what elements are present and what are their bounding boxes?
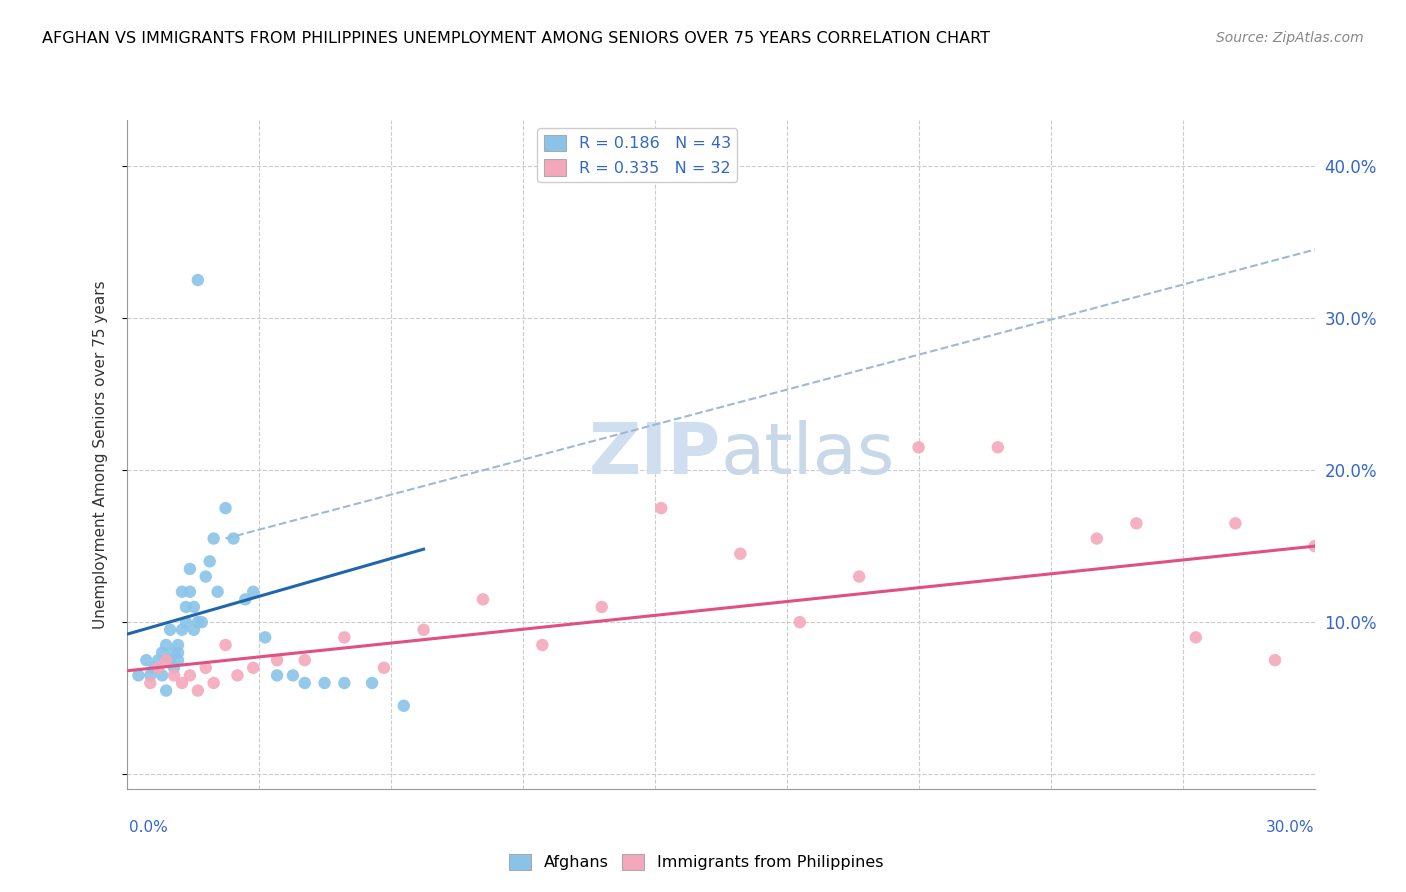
Point xyxy=(135,653,157,667)
Point xyxy=(730,547,752,561)
Point xyxy=(150,668,173,682)
Point xyxy=(1264,653,1286,667)
Point xyxy=(333,676,356,690)
Point xyxy=(155,653,177,667)
Point xyxy=(187,615,209,630)
Point xyxy=(294,676,316,690)
Point xyxy=(591,599,613,614)
Text: 30.0%: 30.0% xyxy=(1267,821,1315,835)
Point xyxy=(127,668,149,682)
Point xyxy=(1225,516,1247,531)
Point xyxy=(167,646,190,660)
Point xyxy=(194,569,217,583)
Point xyxy=(187,683,209,698)
Point xyxy=(531,638,554,652)
Point xyxy=(179,668,201,682)
Text: Source: ZipAtlas.com: Source: ZipAtlas.com xyxy=(1216,31,1364,45)
Point xyxy=(174,615,197,630)
Point xyxy=(170,584,193,599)
Point xyxy=(155,638,177,652)
Text: 0.0%: 0.0% xyxy=(129,821,169,835)
Point xyxy=(1184,631,1206,645)
Legend: Afghans, Immigrants from Philippines: Afghans, Immigrants from Philippines xyxy=(502,847,890,877)
Point xyxy=(150,646,173,660)
Point xyxy=(179,584,201,599)
Point xyxy=(202,676,225,690)
Point xyxy=(1085,532,1108,546)
Point xyxy=(242,584,264,599)
Point xyxy=(148,653,170,667)
Point xyxy=(139,668,162,682)
Point xyxy=(170,676,193,690)
Point xyxy=(281,668,304,682)
Point xyxy=(789,615,811,630)
Point xyxy=(202,532,225,546)
Point xyxy=(907,440,929,454)
Point xyxy=(214,638,236,652)
Point xyxy=(163,668,186,682)
Point xyxy=(392,698,415,713)
Point xyxy=(266,668,288,682)
Point xyxy=(848,569,870,583)
Y-axis label: Unemployment Among Seniors over 75 years: Unemployment Among Seniors over 75 years xyxy=(93,281,108,629)
Point xyxy=(1303,539,1326,553)
Point xyxy=(987,440,1010,454)
Point xyxy=(183,599,205,614)
Point xyxy=(650,501,672,516)
Point xyxy=(207,584,229,599)
Point xyxy=(159,623,181,637)
Point xyxy=(163,646,186,660)
Point xyxy=(167,638,190,652)
Point xyxy=(373,661,395,675)
Point xyxy=(198,554,221,568)
Point xyxy=(361,676,384,690)
Point xyxy=(179,562,201,576)
Point xyxy=(148,661,170,675)
Point xyxy=(191,615,214,630)
Point xyxy=(167,653,190,667)
Point xyxy=(155,683,177,698)
Point xyxy=(226,668,249,682)
Point xyxy=(183,623,205,637)
Point xyxy=(314,676,336,690)
Point xyxy=(163,661,186,675)
Point xyxy=(333,631,356,645)
Point xyxy=(412,623,434,637)
Point xyxy=(266,653,288,667)
Point xyxy=(194,661,217,675)
Point xyxy=(187,273,209,287)
Point xyxy=(214,501,236,516)
Point xyxy=(174,599,197,614)
Point xyxy=(222,532,245,546)
Point xyxy=(472,592,495,607)
Legend: R = 0.186   N = 43, R = 0.335   N = 32: R = 0.186 N = 43, R = 0.335 N = 32 xyxy=(537,128,737,182)
Point xyxy=(233,592,256,607)
Point xyxy=(294,653,316,667)
Point xyxy=(1125,516,1147,531)
Point xyxy=(159,653,181,667)
Text: AFGHAN VS IMMIGRANTS FROM PHILIPPINES UNEMPLOYMENT AMONG SENIORS OVER 75 YEARS C: AFGHAN VS IMMIGRANTS FROM PHILIPPINES UN… xyxy=(42,31,990,46)
Point xyxy=(143,661,166,675)
Point xyxy=(170,623,193,637)
Text: ZIP: ZIP xyxy=(588,420,720,490)
Point xyxy=(254,631,277,645)
Point xyxy=(139,676,162,690)
Text: atlas: atlas xyxy=(720,420,896,490)
Point xyxy=(242,661,264,675)
